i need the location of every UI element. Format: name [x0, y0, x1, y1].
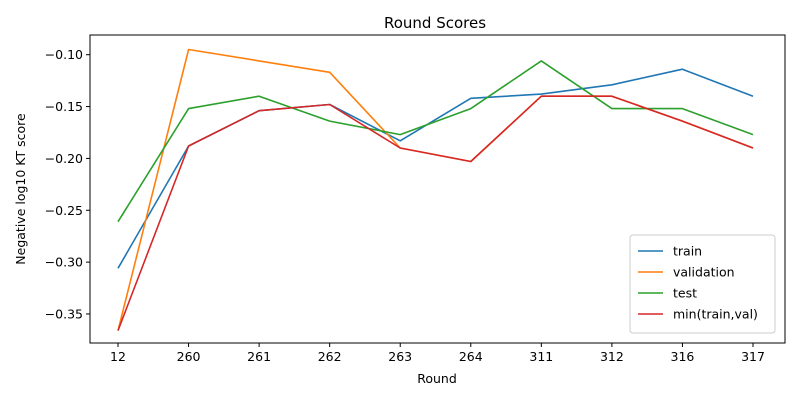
x-tick-label: 264: [459, 349, 483, 364]
x-tick-label: 261: [247, 349, 271, 364]
y-tick-label: −0.35: [45, 306, 83, 321]
x-tick-label: 311: [529, 349, 553, 364]
plot-lines: [117, 48, 754, 331]
legend-label-test: test: [673, 286, 697, 301]
y-tick-label: −0.15: [45, 99, 83, 114]
x-tick-label: 260: [177, 349, 201, 364]
x-tick-label: 12: [110, 349, 126, 364]
y-axis: −0.35 −0.30 −0.25 −0.20 −0.15 −0.10: [45, 47, 90, 321]
x-tick-label: 312: [600, 349, 624, 364]
y-tick-label: −0.25: [45, 203, 83, 218]
x-tick-label: 316: [671, 349, 695, 364]
legend-label-train: train: [673, 244, 702, 259]
x-axis-label: Round: [417, 371, 457, 386]
x-tick-label: 262: [318, 349, 342, 364]
x-tick-label: 263: [388, 349, 412, 364]
x-tick-label: 317: [741, 349, 765, 364]
chart-title: Round Scores: [384, 14, 486, 32]
y-tick-label: −0.20: [45, 151, 83, 166]
legend-label-min-train-val-: min(train,val): [673, 307, 758, 322]
series-line-min-train-val-: [117, 95, 754, 331]
series-line-test: [117, 60, 754, 223]
x-axis: 12 260 261 262 263 264 311 312 316 317: [110, 343, 765, 364]
y-tick-label: −0.10: [45, 47, 83, 62]
legend-box: [629, 234, 776, 334]
plot-frame: [89, 34, 786, 344]
y-tick-label: −0.30: [45, 255, 83, 270]
legend-label-validation: validation: [673, 265, 735, 280]
legend: train validation test min(train,val): [629, 234, 776, 334]
y-axis-label: Negative log10 KT score: [13, 113, 28, 265]
